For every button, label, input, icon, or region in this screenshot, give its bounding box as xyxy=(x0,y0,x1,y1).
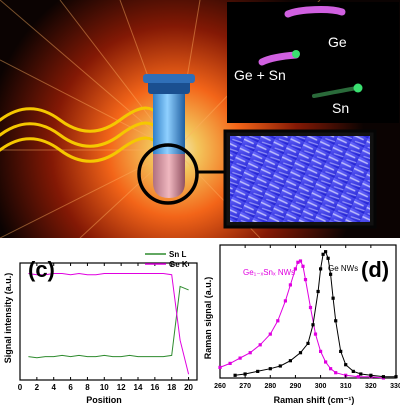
series-point-0 xyxy=(283,299,287,303)
series-point-0 xyxy=(218,365,222,369)
nanowire-inset: Ge Ge + Sn Sn xyxy=(227,2,399,123)
series-line-0 xyxy=(28,285,189,359)
x-tick-label: 12 xyxy=(117,383,126,392)
series-point-1 xyxy=(331,296,335,300)
chart-c-series xyxy=(28,272,190,375)
chart-d-ticks: 260 270 280 290 300 310 320 330 xyxy=(214,245,400,390)
series-point-1 xyxy=(324,250,328,254)
series-point-1 xyxy=(278,364,282,368)
x-tick-label: 16 xyxy=(150,383,159,392)
x-tick-label: 300 xyxy=(315,383,327,390)
label-ge-sn: Ge + Sn xyxy=(234,67,286,83)
series-point-1 xyxy=(298,351,303,355)
chart-d: 260 270 280 290 300 310 320 330 (d) Ge₁₋ₓSnₓ NW… xyxy=(203,244,400,405)
x-tick-label: 20 xyxy=(184,383,193,392)
chart-c-ylabel: Signal intensity (a.u.) xyxy=(3,273,13,364)
series-point-0 xyxy=(303,278,308,282)
series-point-0 xyxy=(301,264,305,268)
series-point-1 xyxy=(243,372,247,376)
chart-d-axes xyxy=(219,244,397,379)
x-tick-label: 280 xyxy=(264,383,276,390)
series-point-1 xyxy=(233,373,237,377)
chart-c-ticks: 0 2 4 6 8 10 12 14 16 18 20 xyxy=(18,263,194,392)
series-point-0 xyxy=(298,259,303,263)
series-line-1 xyxy=(28,272,190,375)
series-point-1 xyxy=(311,323,315,327)
x-tick-label: 330 xyxy=(390,383,400,390)
x-tick-label: 260 xyxy=(214,383,226,390)
series-point-0 xyxy=(319,349,323,353)
x-tick-label: 10 xyxy=(100,383,109,392)
x-tick-label: 290 xyxy=(290,383,302,390)
light-waves xyxy=(0,106,162,163)
series-point-1 xyxy=(316,289,320,294)
x-tick-label: 14 xyxy=(134,383,143,392)
series-point-0 xyxy=(288,283,292,287)
series-point-1 xyxy=(334,319,338,323)
series-point-0 xyxy=(356,375,360,379)
illustration-panel: Ge Ge + Sn Sn xyxy=(0,0,400,238)
series-point-0 xyxy=(258,343,262,347)
series-point-0 xyxy=(248,351,252,355)
series-point-0 xyxy=(329,367,333,371)
series-point-1 xyxy=(321,252,325,256)
plot-frame xyxy=(219,244,397,379)
series-point-1 xyxy=(288,359,292,363)
series-point-0 xyxy=(268,332,272,336)
chart-d-series-label-ge: Ge NWs xyxy=(328,264,358,273)
series-point-1 xyxy=(359,372,363,376)
series-point-1 xyxy=(329,272,333,276)
series-point-1 xyxy=(351,369,355,373)
label-sn: Sn xyxy=(332,100,349,116)
series-point-0 xyxy=(308,305,313,310)
chart-d-series-label-gesn: Ge₁₋ₓSnₓ NWs xyxy=(243,268,295,277)
x-tick-label: 310 xyxy=(340,383,352,390)
x-tick-label: 4 xyxy=(51,383,56,392)
x-tick-label: 6 xyxy=(68,383,73,392)
sem-image xyxy=(223,129,377,229)
series-line-0 xyxy=(219,260,384,379)
x-tick-label: 18 xyxy=(167,383,176,392)
chart-d-panel-label: (d) xyxy=(361,257,389,282)
series-point-1 xyxy=(306,341,310,345)
series-point-1 xyxy=(268,367,272,371)
x-tick-label: 320 xyxy=(365,383,377,390)
x-tick-label: 2 xyxy=(35,383,40,392)
x-tick-label: 8 xyxy=(85,383,90,392)
series-point-0 xyxy=(334,371,338,375)
legend-label-ge-k: Ge K xyxy=(169,260,188,269)
series-point-0 xyxy=(276,319,280,323)
series-point-0 xyxy=(313,332,318,336)
series-point-0 xyxy=(296,260,300,264)
series-point-1 xyxy=(381,375,385,379)
series-point-0 xyxy=(228,361,232,365)
series-point-1 xyxy=(339,349,343,353)
magnifier-circle xyxy=(137,143,199,205)
chart-d-xlabel: Raman shift (cm⁻¹) xyxy=(274,395,355,405)
label-ge: Ge xyxy=(328,34,347,50)
x-tick-label: 270 xyxy=(239,383,251,390)
chart-c-legend: Sn L Ge K xyxy=(145,250,188,269)
series-point-1 xyxy=(319,267,323,271)
plot-frame xyxy=(19,262,198,381)
chart-c-panel-label: (c) xyxy=(28,257,55,282)
chart-c: 0 2 4 6 8 10 12 14 16 18 20 (c) Sn L Ge K Position… xyxy=(3,250,198,405)
series-point-1 xyxy=(256,369,260,373)
x-tick-label: 0 xyxy=(18,383,23,392)
chart-c-xlabel: Position xyxy=(86,395,122,405)
chart-c-axes xyxy=(19,262,198,381)
legend-label-sn-l: Sn L xyxy=(169,250,186,259)
series-point-0 xyxy=(324,360,328,364)
series-point-1 xyxy=(326,256,330,260)
series-point-0 xyxy=(293,267,297,271)
series-point-1 xyxy=(344,363,348,367)
series-point-0 xyxy=(238,356,242,360)
chart-d-ylabel: Raman signal (a.u.) xyxy=(203,277,213,360)
